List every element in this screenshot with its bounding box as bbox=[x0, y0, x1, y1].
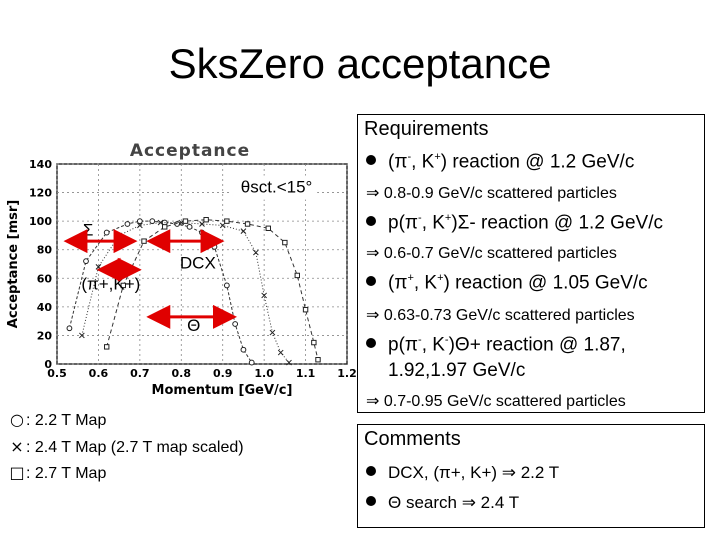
data-point bbox=[265, 225, 271, 231]
data-point bbox=[223, 282, 230, 289]
comment-item: Θ search ⇒ 2.4 T bbox=[366, 493, 519, 513]
x-tick-label: 1.0 bbox=[254, 367, 274, 380]
data-point bbox=[79, 332, 85, 339]
data-point bbox=[232, 321, 239, 327]
bullet-icon bbox=[366, 466, 376, 476]
x-tick-label: 0.6 bbox=[89, 367, 109, 380]
data-point bbox=[286, 359, 292, 366]
data-point bbox=[66, 325, 73, 332]
x-axis-label: Momentum [GeV/c] bbox=[152, 383, 293, 398]
x-tick-label: 1.2 bbox=[337, 367, 356, 380]
y-tick-label: 100 bbox=[29, 215, 52, 228]
requirements-heading: Requirements bbox=[364, 118, 489, 140]
chart-annotation: Θ bbox=[187, 316, 200, 335]
data-point bbox=[83, 258, 89, 265]
requirement-detail: ⇒ 0.7-0.95 GeV/c scattered particles bbox=[366, 393, 626, 410]
data-point bbox=[240, 228, 247, 234]
x-tick-label: 0.9 bbox=[213, 367, 233, 380]
y-axis-label: Acceptance [msr] bbox=[6, 200, 21, 328]
x-tick-label: 0.7 bbox=[130, 367, 150, 380]
comments-box: Comments DCX, (π+, K+) ⇒ 2.2 T Θ search … bbox=[357, 424, 705, 528]
requirement-item: (π+, K+) reaction @ 1.05 GeV/c bbox=[366, 272, 648, 294]
legend-text: : 2.4 T Map (2.7 T map scaled) bbox=[26, 438, 244, 456]
acceptance-chart: Acceptance 0 20 40 60 80 100 120 140 0.5 0.6 0.7 0.8… bbox=[0, 122, 357, 400]
data-point bbox=[120, 282, 126, 289]
page-title: SksZero acceptance bbox=[168, 40, 552, 87]
chart-annotation: Σ bbox=[83, 220, 94, 239]
cross-marker-icon: × bbox=[10, 436, 24, 456]
bullet-icon bbox=[366, 496, 376, 506]
data-point bbox=[240, 346, 247, 353]
requirement-detail: ⇒ 0.8-0.9 GeV/c scattered particles bbox=[366, 185, 617, 202]
y-tick-label: 80 bbox=[37, 244, 53, 257]
data-point bbox=[104, 344, 110, 350]
data-point bbox=[253, 249, 259, 256]
square-marker-icon: □ bbox=[9, 463, 25, 482]
data-point bbox=[311, 339, 317, 346]
legend-row: ○: 2.2 T Map bbox=[8, 407, 244, 434]
bullet-icon bbox=[366, 276, 376, 287]
y-tick-label: 20 bbox=[37, 329, 53, 342]
comments-heading: Comments bbox=[364, 428, 461, 450]
requirements-box: Requirements (π-, K+) reaction @ 1.2 GeV… bbox=[357, 114, 705, 413]
y-tick-label: 60 bbox=[37, 272, 53, 285]
x-tick-label: 1.1 bbox=[296, 367, 316, 380]
data-point bbox=[248, 359, 255, 366]
comment-item: DCX, (π+, K+) ⇒ 2.2 T bbox=[366, 463, 559, 483]
data-point bbox=[244, 221, 251, 227]
requirement-item: (π-, K+) reaction @ 1.2 GeV/c bbox=[366, 151, 634, 173]
data-point bbox=[149, 218, 156, 225]
y-tick-label: 40 bbox=[37, 301, 53, 314]
data-point bbox=[261, 292, 267, 299]
requirement-detail: ⇒ 0.6-0.7 GeV/c scattered particles bbox=[366, 245, 617, 262]
y-tick-label: 140 bbox=[29, 158, 52, 171]
data-point bbox=[116, 232, 122, 239]
legend-row: □: 2.7 T Map bbox=[8, 460, 244, 487]
data-point bbox=[103, 229, 110, 236]
data-point bbox=[203, 217, 209, 223]
data-point bbox=[315, 357, 321, 363]
circle-marker-icon: ○ bbox=[10, 410, 24, 429]
chart-legend: ○: 2.2 T Map ×: 2.4 T Map (2.7 T map sca… bbox=[8, 407, 244, 487]
chart-title: Acceptance bbox=[130, 141, 250, 161]
data-point bbox=[269, 329, 276, 336]
bullet-icon bbox=[366, 155, 376, 166]
y-tick-label: 0 bbox=[44, 358, 52, 371]
requirement-detail: ⇒ 0.63-0.73 GeV/c scattered particles bbox=[366, 307, 635, 324]
data-point bbox=[282, 239, 288, 246]
x-tick-label: 0.5 bbox=[47, 367, 67, 380]
chart-annotation: θsct.<15° bbox=[241, 178, 313, 197]
requirement-item-continuation: 1.92,1.97 GeV/c bbox=[388, 360, 526, 381]
requirement-item: p(π-, K+)Σ- reaction @ 1.2 GeV/c bbox=[366, 212, 663, 234]
data-point bbox=[162, 224, 168, 230]
x-tick-label: 0.8 bbox=[172, 367, 192, 380]
data-point bbox=[211, 243, 218, 250]
data-point bbox=[136, 218, 143, 225]
data-point bbox=[277, 349, 284, 356]
data-point bbox=[199, 229, 205, 236]
data-point bbox=[124, 221, 131, 227]
series-line bbox=[106, 219, 319, 360]
legend-text: : 2.2 T Map bbox=[26, 412, 107, 429]
chart-svg: Acceptance 0 20 40 60 80 100 120 140 0.5 0.6 0.7 0.8… bbox=[6, 141, 357, 398]
data-point bbox=[224, 218, 230, 224]
data-point bbox=[137, 222, 143, 229]
bullet-icon bbox=[366, 338, 376, 349]
annotation-background bbox=[229, 175, 318, 200]
bullet-icon bbox=[366, 216, 376, 227]
legend-text: : 2.7 T Map bbox=[26, 465, 107, 482]
data-point bbox=[186, 223, 193, 230]
y-tick-label: 120 bbox=[29, 187, 52, 200]
chart-annotation: DCX bbox=[180, 253, 216, 272]
data-point bbox=[294, 272, 300, 279]
data-point bbox=[182, 218, 189, 224]
data-point bbox=[302, 307, 309, 313]
legend-row: ×: 2.4 T Map (2.7 T map scaled) bbox=[8, 434, 244, 461]
requirement-item: p(π-, K-)Θ+ reaction @ 1.87, bbox=[366, 334, 626, 356]
data-point bbox=[141, 238, 147, 244]
chart-annotation: (π+,K+) bbox=[81, 275, 140, 294]
